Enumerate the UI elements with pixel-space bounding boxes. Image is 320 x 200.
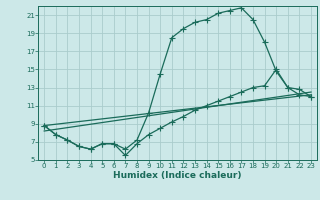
X-axis label: Humidex (Indice chaleur): Humidex (Indice chaleur)	[113, 171, 242, 180]
